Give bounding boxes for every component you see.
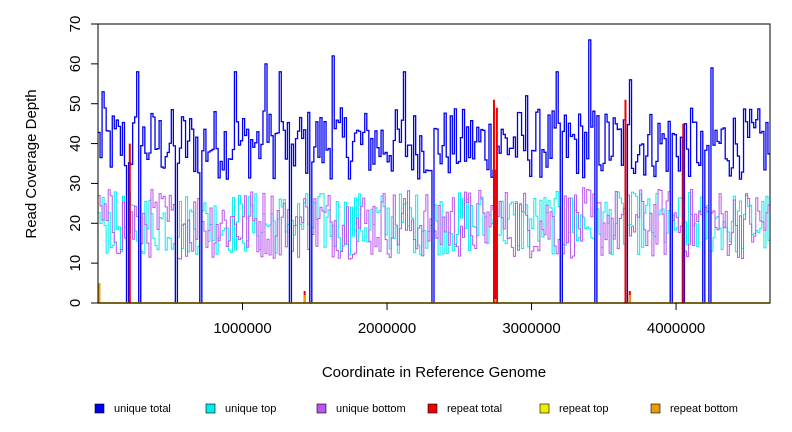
y-tick-label: 70 bbox=[67, 16, 84, 33]
legend: unique total unique top unique bottom repea… bbox=[94, 403, 738, 415]
legend-item-repeat-total: repeat total bbox=[427, 403, 502, 415]
legend-swatch bbox=[94, 403, 105, 414]
y-tick-label: 20 bbox=[67, 215, 84, 232]
legend-item-unique-bottom: unique bottom bbox=[316, 403, 406, 415]
y-tick-label: 40 bbox=[67, 135, 84, 152]
y-tick-label: 60 bbox=[67, 56, 84, 73]
legend-swatch bbox=[316, 403, 327, 414]
legend-swatch bbox=[205, 403, 216, 414]
y-axis-title: Read Coverage Depth bbox=[23, 89, 40, 238]
legend-label: unique total bbox=[114, 403, 171, 415]
legend-swatch bbox=[427, 403, 438, 414]
legend-item-repeat-bottom: repeat bottom bbox=[650, 403, 738, 415]
legend-item-unique-total: unique total bbox=[94, 403, 171, 415]
y-tick-label: 10 bbox=[67, 255, 84, 272]
legend-label: unique top bbox=[225, 403, 276, 415]
legend-swatch bbox=[539, 403, 550, 414]
legend-label: repeat top bbox=[559, 403, 609, 415]
legend-item-repeat-top: repeat top bbox=[539, 403, 609, 415]
y-tick-label: 50 bbox=[67, 95, 84, 112]
legend-label: repeat total bbox=[447, 403, 502, 415]
x-tick-label: 4000000 bbox=[647, 320, 705, 337]
y-tick-label: 30 bbox=[67, 175, 84, 192]
legend-item-unique-top: unique top bbox=[205, 403, 276, 415]
x-tick-label: 3000000 bbox=[502, 320, 560, 337]
y-tick-label: 0 bbox=[67, 299, 84, 307]
x-tick-label: 1000000 bbox=[213, 320, 271, 337]
legend-swatch bbox=[650, 403, 661, 414]
legend-label: unique bottom bbox=[336, 403, 406, 415]
series-line-unique-total bbox=[98, 39, 770, 304]
x-axis: 1000000 2000000 3000000 4000000 bbox=[213, 302, 705, 337]
legend-label: repeat bottom bbox=[670, 403, 738, 415]
series-lines bbox=[98, 39, 770, 304]
x-axis-title: Coordinate in Reference Genome bbox=[322, 364, 546, 381]
y-axis: 0 10 20 30 40 50 60 70 bbox=[67, 16, 99, 307]
x-tick-label: 2000000 bbox=[358, 320, 416, 337]
